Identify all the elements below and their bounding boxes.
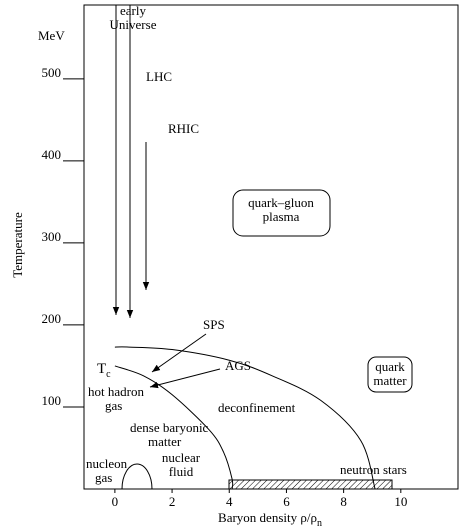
x-tick-label: 2 (169, 494, 176, 509)
annotation-line: early (120, 3, 146, 18)
annotation: LHC (146, 69, 172, 84)
x-tick-label: 10 (394, 494, 407, 509)
annotation: RHIC (168, 121, 199, 136)
nuclear-fluid-boundary (121, 463, 153, 490)
y-axis-label: Temperature (10, 212, 25, 278)
arrow (151, 333, 207, 373)
annotation: MeV (38, 28, 65, 43)
annotation-line: LHC (146, 69, 172, 84)
annotation: quark matter (373, 359, 407, 388)
annotation-line: Universe (110, 17, 157, 32)
annotation-text: T (97, 361, 106, 377)
annotation: nuclear fluid (162, 450, 201, 479)
x-tick-label: 6 (283, 494, 290, 509)
annotation: hot hadron gas (88, 384, 144, 413)
phase-boundary (114, 365, 234, 490)
annotation: early Universe (110, 3, 157, 32)
phase-boundary (114, 346, 376, 490)
y-tick-label: 400 (42, 147, 62, 162)
label-box (232, 189, 331, 237)
annotation-line: hot hadron (88, 384, 144, 399)
annotation-sub: c (106, 369, 111, 380)
arrow (149, 368, 221, 389)
x-tick-label: 8 (340, 494, 347, 509)
annotation-line: AGS (225, 358, 251, 373)
x-tick-label: 4 (226, 494, 233, 509)
x-axis-label: Baryon density ρ/ρn (218, 510, 322, 529)
annotation: dense baryonic matter (130, 420, 209, 449)
annotation-line: nuclear (162, 450, 201, 465)
annotation-line: fluid (169, 464, 194, 479)
annotation-line: nucleon (86, 456, 128, 471)
annotation-line: gas (105, 398, 122, 413)
label-box (367, 356, 413, 393)
annotation: Tc (97, 361, 111, 380)
x-tick-label: 0 (112, 494, 119, 509)
annotation: quark–gluon plasma (248, 195, 314, 224)
annotation-line: gas (95, 470, 112, 485)
annotation-line: neutron stars (340, 462, 407, 477)
y-tick-label: 300 (42, 229, 62, 244)
x-axis-label-text: Baryon density ρ/ρ (218, 510, 317, 525)
annotation: nucleon gas (86, 456, 128, 485)
annotation: SPS (203, 317, 225, 332)
annotation: deconfinement (218, 400, 296, 415)
neutron-star-band (228, 479, 393, 490)
y-tick-label: 200 (42, 311, 62, 326)
annotation-line: plasma (263, 209, 300, 224)
plot-frame (83, 4, 459, 490)
annotation-line: RHIC (168, 121, 199, 136)
annotation-line: dense baryonic (130, 420, 209, 435)
annotation-line: quark (375, 359, 405, 374)
annotation-line: MeV (38, 28, 65, 43)
annotation: neutron stars (340, 462, 407, 477)
annotation-line: quark–gluon (248, 195, 314, 210)
y-tick-label: 100 (42, 393, 62, 408)
y-tick-label: 500 (42, 65, 62, 80)
annotation-line: matter (373, 373, 407, 388)
annotation: AGS (225, 358, 251, 373)
x-axis-label-sub: n (317, 518, 322, 529)
annotation-line: matter (148, 434, 182, 449)
annotation-line: deconfinement (218, 400, 296, 415)
annotation-line: SPS (203, 317, 225, 332)
